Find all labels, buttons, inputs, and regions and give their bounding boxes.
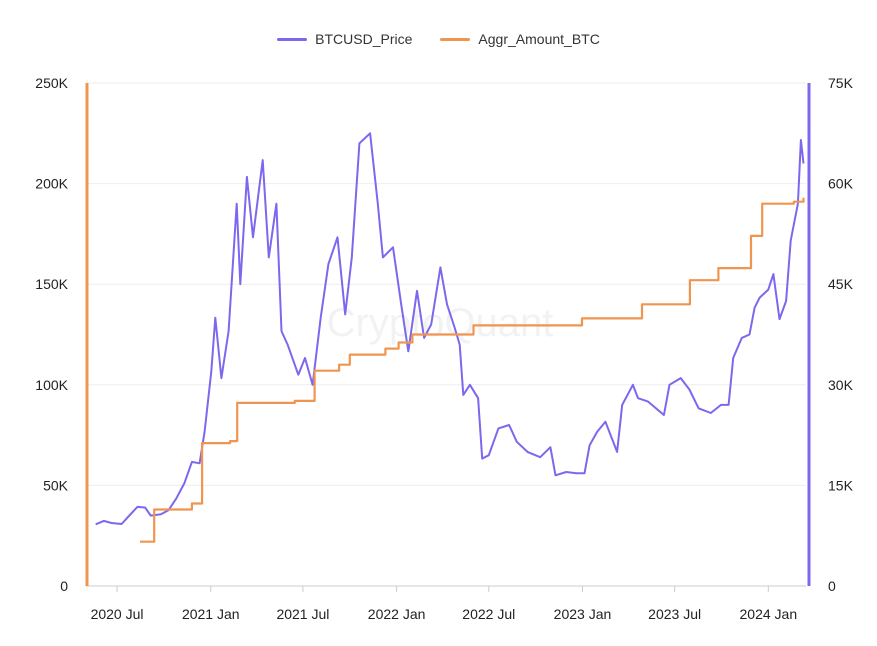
x-tick-label: 2021 Jan xyxy=(182,606,240,622)
y-left-tick-label: 250K xyxy=(35,75,68,91)
series-line-btcusd-price xyxy=(95,132,805,526)
legend-label-btcusd-price: BTCUSD_Price xyxy=(315,31,413,47)
y-left-tick-label: 150K xyxy=(35,276,68,292)
legend-swatch-btcusd-price xyxy=(277,37,308,41)
x-tick-label: 2022 Jul xyxy=(462,606,515,622)
y-right-tick-label: 75K xyxy=(828,75,854,91)
y-left-tick-label: 100K xyxy=(35,377,68,393)
chart-legend: BTCUSD_Price Aggr_Amount_BTC xyxy=(0,31,877,47)
y-right-tick-label: 30K xyxy=(828,377,854,393)
x-tick-label: 2021 Jul xyxy=(276,606,329,622)
x-tick-label: 2020 Jul xyxy=(91,606,144,622)
y-right-tick-label: 0 xyxy=(828,578,836,594)
x-tick-label: 2023 Jan xyxy=(554,606,612,622)
y-left-tick-label: 200K xyxy=(35,176,68,192)
y-right-tick-label: 15K xyxy=(828,477,854,493)
x-tick-label: 2024 Jan xyxy=(740,606,798,622)
x-tick-label: 2022 Jan xyxy=(368,606,426,622)
grid-lines xyxy=(86,82,806,486)
axes: 0 0 50K 15K 100K 30K 150K 45K 200K 60K 250K 75K 2020… xyxy=(35,75,853,622)
series-line-aggr-amount-btc xyxy=(140,197,805,543)
watermark: CryptoQuant xyxy=(327,301,554,345)
x-tick-label: 2023 Jul xyxy=(648,606,701,622)
legend-item-aggr-amount-btc[interactable]: Aggr_Amount_BTC xyxy=(440,31,600,47)
y-left-tick-label: 0 xyxy=(60,578,68,594)
legend-label-aggr-amount-btc: Aggr_Amount_BTC xyxy=(478,31,600,47)
y-right-tick-label: 60K xyxy=(828,176,854,192)
legend-item-btcusd-price[interactable]: BTCUSD_Price xyxy=(277,31,412,47)
legend-swatch-aggr-amount-btc xyxy=(440,37,471,41)
y-right-tick-label: 45K xyxy=(828,276,854,292)
y-left-tick-label: 50K xyxy=(43,477,69,493)
series-layer xyxy=(95,132,805,543)
